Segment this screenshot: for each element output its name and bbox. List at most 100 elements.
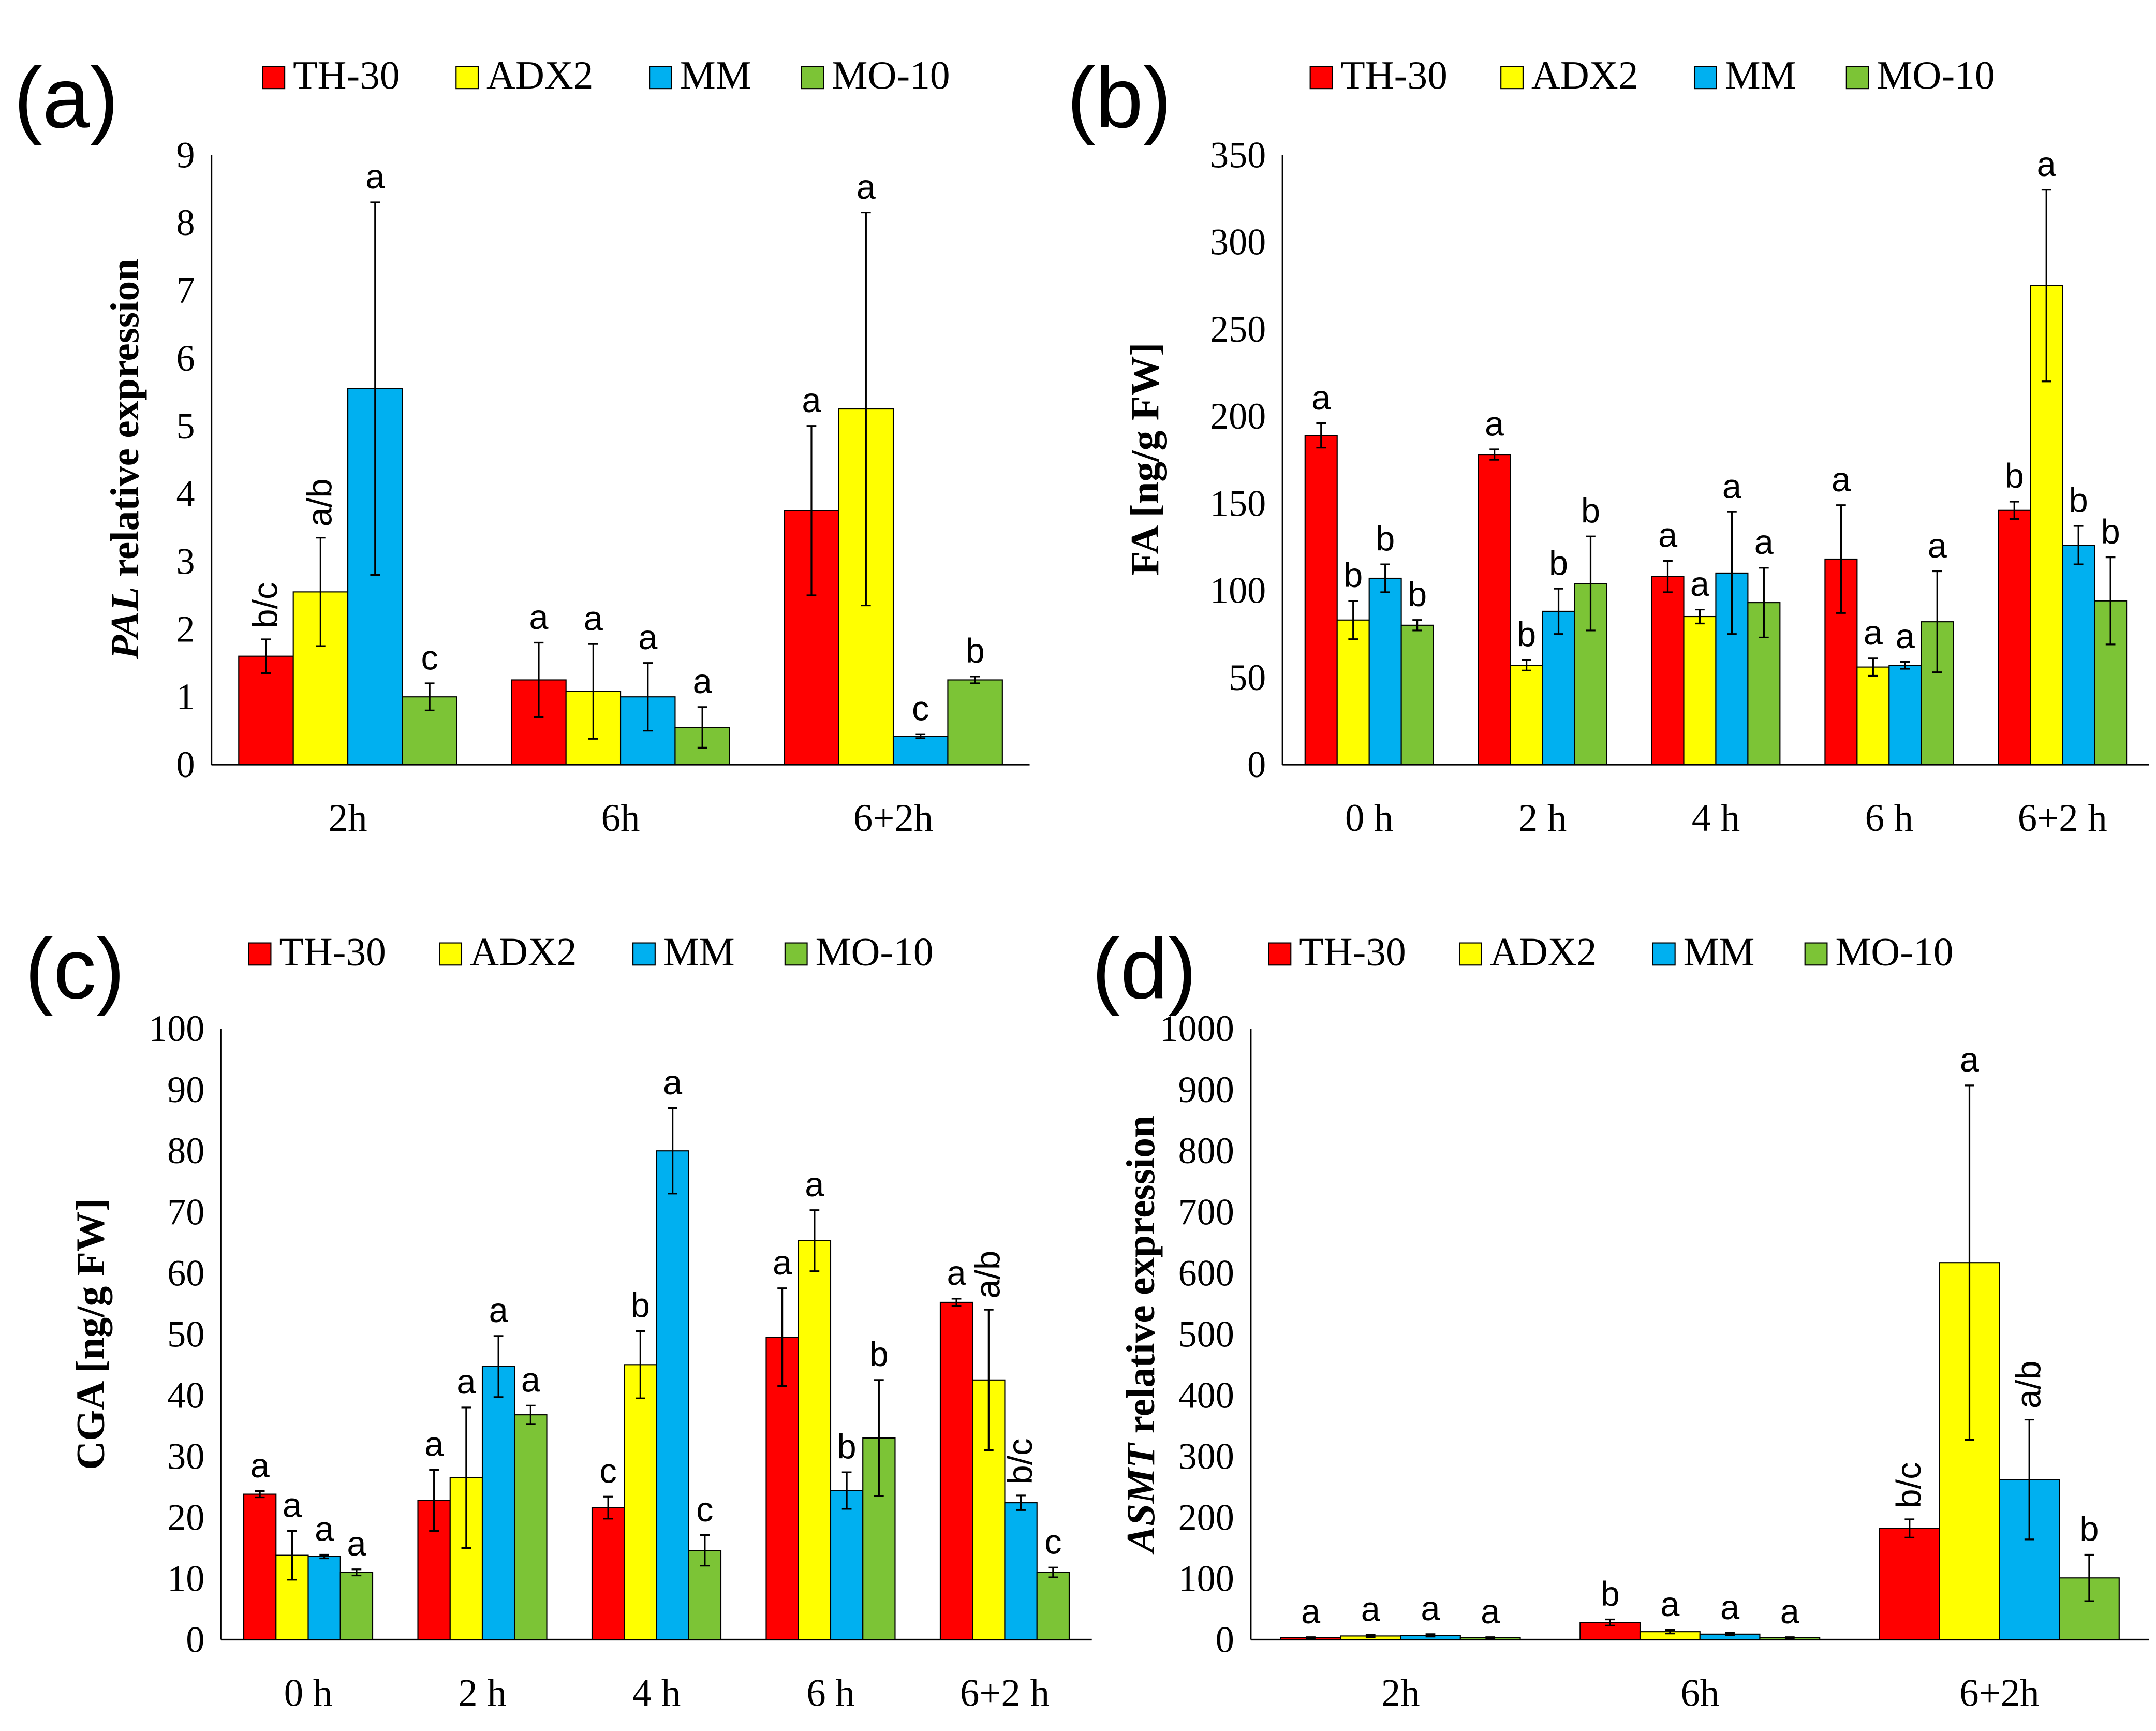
- legend-label: TH-30: [293, 53, 400, 97]
- legend-label: ADX2: [1490, 929, 1597, 974]
- legend-label: MM: [1684, 929, 1755, 974]
- significance-letter: b: [1581, 492, 1600, 531]
- x-tick-label: 4 h: [632, 1672, 681, 1715]
- y-tick-label: 250: [1210, 309, 1266, 350]
- bar-th-30: [765, 1337, 799, 1640]
- significance-letter: c: [1044, 1523, 1061, 1561]
- y-tick-label: 200: [1178, 1497, 1234, 1538]
- y-axis-label: FA [ng/g FW]: [1123, 343, 1167, 576]
- legend-label: MM: [1725, 53, 1796, 97]
- significance-letter: a: [802, 382, 821, 420]
- y-tick-label: 2: [176, 608, 195, 650]
- significance-letter: a: [424, 1426, 444, 1464]
- y-tick-label: 700: [1178, 1191, 1234, 1233]
- legend-swatch: [632, 942, 656, 966]
- significance-letter: a: [1690, 565, 1710, 604]
- significance-letter: b: [1601, 1575, 1620, 1613]
- x-tick-label: 6 h: [806, 1672, 854, 1715]
- bar-th-30: [1879, 1528, 1940, 1640]
- bar-mo-10: [1036, 1572, 1070, 1640]
- y-tick-label: 0: [1247, 744, 1266, 785]
- significance-letter: a/b: [301, 479, 339, 527]
- significance-letter: b: [966, 632, 985, 670]
- legend-swatch: [1804, 942, 1828, 966]
- significance-letter: b/c: [246, 582, 285, 628]
- y-axis-label: CGA [ng/g FW]: [68, 1198, 112, 1470]
- legend-label: TH-30: [1299, 929, 1406, 974]
- legend-label: TH-30: [1340, 53, 1447, 97]
- y-tick-label: 3: [176, 541, 195, 582]
- significance-letter: b: [869, 1336, 889, 1374]
- significance-letter: a: [1485, 405, 1504, 443]
- y-tick-label: 80: [167, 1130, 204, 1171]
- significance-letter: b: [1517, 615, 1536, 654]
- chart-panel-b: (b) TH-30 ADX2 MM MO-10 0 50 100 150 200 250 300 350…: [1067, 50, 2149, 840]
- x-tick-label: 6h: [601, 797, 640, 840]
- bar-mm: [892, 736, 949, 766]
- significance-letter: a: [1361, 1590, 1381, 1629]
- bar-mm: [1542, 610, 1575, 766]
- x-tick-label: 2h: [329, 797, 367, 840]
- legend-swatch: [1500, 66, 1524, 90]
- bar-th-30: [1304, 435, 1338, 766]
- significance-letter: a: [1928, 527, 1947, 565]
- bar-mo-10: [514, 1414, 548, 1640]
- legend-label: MO-10: [1835, 929, 1953, 974]
- y-tick-label: 7: [176, 270, 195, 311]
- significance-letter: a: [521, 1361, 541, 1400]
- legend-swatch: [1693, 66, 1717, 90]
- y-tick-label: 8: [176, 202, 195, 243]
- bar-th-30: [591, 1507, 625, 1640]
- legend-label: ADX2: [470, 929, 577, 974]
- bar-th-30: [1478, 454, 1511, 766]
- y-axis-label-text: relative expression: [1118, 1116, 1163, 1444]
- significance-letter: a: [1722, 467, 1742, 506]
- legend-swatch: [1652, 942, 1676, 966]
- y-tick-label: 10: [167, 1558, 204, 1599]
- significance-letter: b: [1549, 544, 1568, 582]
- significance-letter: a: [1720, 1589, 1740, 1627]
- x-tick-label: 0 h: [1345, 797, 1393, 840]
- significance-letter: a: [250, 1447, 270, 1485]
- y-tick-label: 350: [1210, 134, 1266, 175]
- y-tick-label: 600: [1178, 1252, 1234, 1294]
- significance-letter: b: [631, 1287, 650, 1325]
- significance-letter: a: [1311, 379, 1331, 417]
- bar-th-30: [1651, 576, 1685, 766]
- significance-letter: a: [2037, 145, 2057, 184]
- bar-mo-10: [1400, 624, 1434, 766]
- significance-letter: c: [912, 690, 929, 728]
- y-axis-label-text: FA [ng/g FW]: [1123, 343, 1167, 576]
- x-tick-label: 6+2 h: [2018, 797, 2107, 840]
- legend-label: MM: [663, 929, 735, 974]
- significance-letter: a/b: [969, 1251, 1008, 1299]
- y-tick-label: 100: [1178, 1558, 1234, 1599]
- significance-letter: b: [1376, 520, 1395, 558]
- significance-letter: b: [837, 1428, 857, 1466]
- x-tick-label: 2h: [1381, 1672, 1420, 1715]
- y-tick-label: 40: [167, 1374, 204, 1416]
- significance-letter: a: [663, 1064, 683, 1102]
- significance-letter: a: [773, 1244, 792, 1282]
- x-tick-label: 0 h: [284, 1672, 332, 1715]
- significance-letter: a/b: [2010, 1360, 2048, 1409]
- y-tick-label: 50: [1229, 657, 1266, 698]
- significance-letter: a: [1301, 1593, 1321, 1631]
- y-tick-label: 300: [1210, 222, 1266, 263]
- y-tick-label: 150: [1210, 482, 1266, 524]
- x-tick-label: 6 h: [1865, 797, 1913, 840]
- bar-adx2: [1336, 619, 1370, 766]
- legend-label: MO-10: [816, 929, 934, 974]
- significance-letter: a: [365, 158, 385, 196]
- bar-mm: [307, 1556, 341, 1640]
- bar-mo-10: [339, 1572, 374, 1640]
- bar-adx2: [1856, 666, 1890, 766]
- legend-swatch: [439, 942, 463, 966]
- bar-adx2: [292, 591, 349, 766]
- x-tick-label: 4 h: [1692, 797, 1740, 840]
- bar-adx2: [798, 1240, 832, 1640]
- y-tick-label: 900: [1178, 1069, 1234, 1110]
- y-tick-label: 6: [176, 338, 195, 379]
- y-tick-label: 300: [1178, 1435, 1234, 1477]
